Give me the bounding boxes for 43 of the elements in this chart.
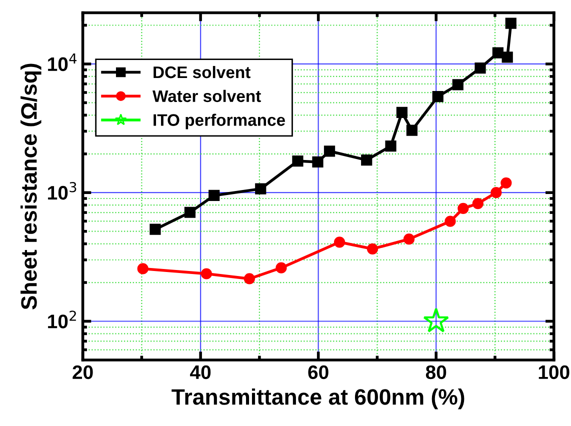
point <box>200 268 212 280</box>
point <box>292 155 304 167</box>
x-axis-title: Transmittance at 600nm (%) <box>172 388 464 410</box>
point <box>208 190 220 202</box>
point <box>184 206 196 218</box>
point <box>492 47 504 58</box>
point <box>396 106 408 118</box>
point <box>500 177 512 188</box>
point <box>444 216 456 227</box>
point <box>472 198 484 210</box>
point <box>150 224 161 235</box>
point <box>334 236 346 248</box>
y-tick-label: 10$^{2}$ <box>48 310 76 328</box>
x-tick-label: 80 <box>426 365 446 380</box>
legend-label: Water solvent <box>152 90 261 102</box>
point <box>458 202 469 214</box>
y-tick-label: 10$^{4}$ <box>48 54 77 72</box>
x-tick-label: 20 <box>72 365 93 380</box>
point <box>452 79 464 90</box>
point <box>403 234 415 245</box>
point <box>361 154 372 166</box>
legend-label: ITO performance <box>154 114 286 130</box>
x-tick-label: 60 <box>308 365 328 380</box>
point <box>406 124 418 136</box>
point <box>312 156 324 168</box>
y-tick-label: 10$^{3}$ <box>48 182 76 200</box>
point <box>432 91 444 102</box>
point <box>505 18 516 29</box>
point <box>324 146 336 157</box>
point <box>423 308 450 332</box>
point <box>255 183 266 194</box>
point <box>244 273 255 284</box>
point <box>502 52 513 63</box>
legend-label: DCE solvent <box>154 66 250 78</box>
y-axis-title: Sheet resistance (Ω/sq) <box>20 64 42 310</box>
point <box>276 262 287 274</box>
point <box>385 140 396 152</box>
point <box>490 187 502 198</box>
x-tick-label: 40 <box>190 365 211 380</box>
point <box>366 243 378 254</box>
x-tick-label: 100 <box>538 365 570 380</box>
point <box>137 263 148 274</box>
point <box>474 62 486 74</box>
